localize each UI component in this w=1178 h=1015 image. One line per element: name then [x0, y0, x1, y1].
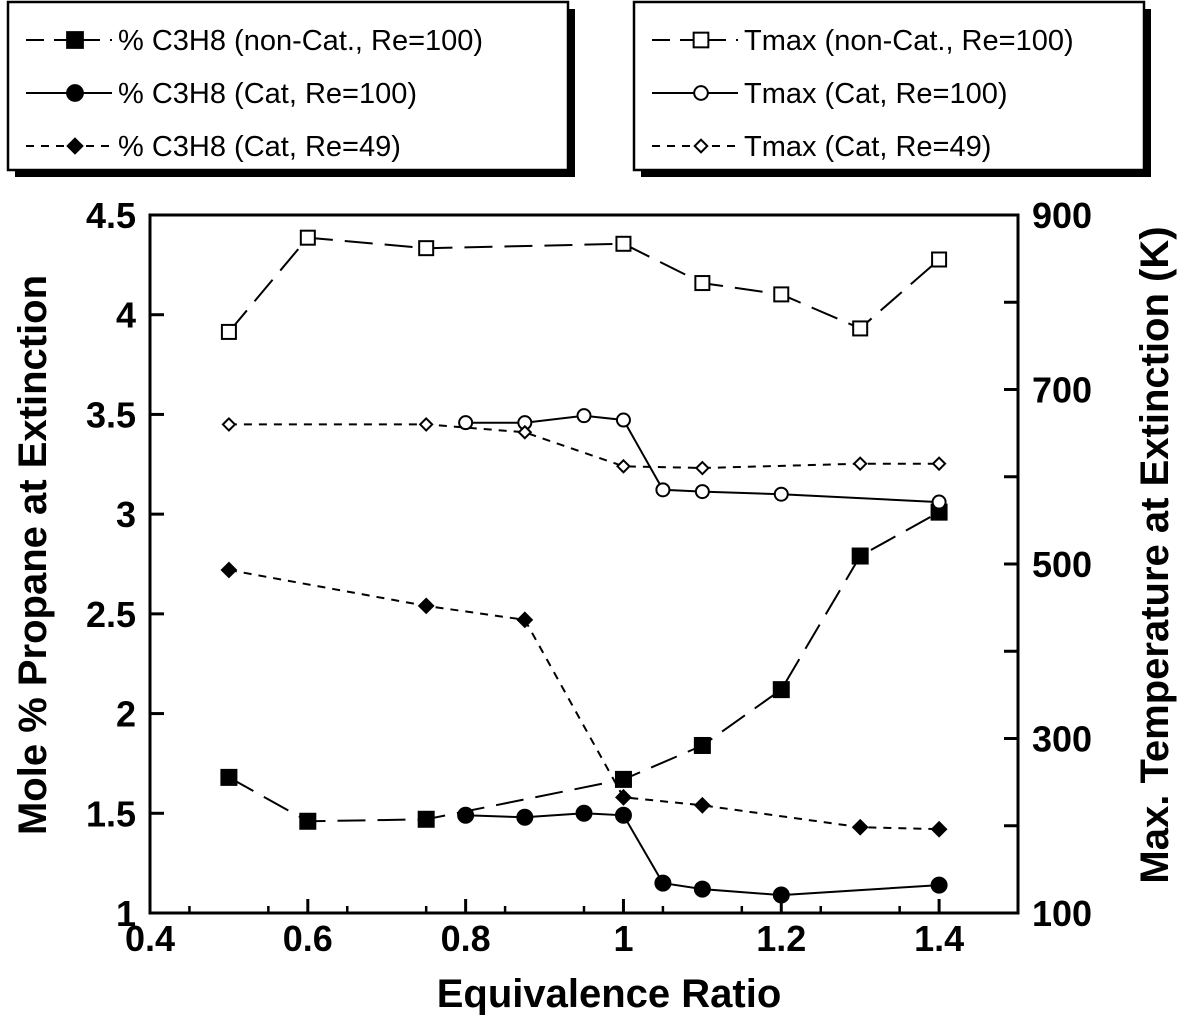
data-point [614, 770, 632, 788]
y-axis-left-title: Mole % Propane at Extinction [11, 275, 55, 835]
x-tick-label: 0.6 [283, 918, 333, 959]
data-point [417, 597, 435, 615]
data-point [693, 736, 711, 754]
data-point [851, 547, 869, 565]
series-line [228, 511, 940, 823]
legend-box [6, 0, 570, 172]
data-point [418, 240, 435, 257]
legend-label: % C3H8 (non-Cat., Re=100) [118, 25, 483, 57]
legend-marker [66, 137, 84, 155]
data-point [615, 235, 632, 252]
legend-label: Tmax (Cat, Re=49) [744, 131, 991, 163]
y-left-tick-label: 4.5 [86, 195, 136, 236]
axis-labels: Equivalence Ratio Mole % Propane at Exti… [11, 226, 1177, 1015]
data-point [457, 806, 475, 824]
data-point [616, 458, 631, 474]
series-1 [220, 503, 948, 830]
data-point [930, 876, 948, 894]
legend-label: % C3H8 (Cat, Re=100) [118, 78, 417, 110]
legend-label: Tmax (Cat, Re=100) [744, 78, 1008, 110]
data-point [614, 806, 632, 824]
data-point [852, 320, 869, 337]
data-point [693, 880, 711, 898]
y-axis-right-title: Max. Temperature at Extinction (K) [1133, 226, 1177, 883]
y-left-tick-label: 3 [116, 494, 136, 535]
data-point [220, 768, 238, 786]
data-point [931, 456, 947, 472]
data-point [220, 561, 238, 579]
x-tick-label: 0.8 [441, 918, 491, 959]
x-tick-label: 1 [613, 918, 633, 959]
legend-marker [693, 138, 709, 154]
series-line [465, 414, 940, 504]
series-line [465, 812, 940, 897]
series-layer [220, 229, 948, 904]
data-point [299, 229, 316, 246]
y-right-tick-label: 700 [1032, 370, 1092, 411]
series-3 [220, 561, 948, 838]
legend-marker [692, 31, 710, 49]
y-left-tick-label: 1 [116, 893, 136, 934]
data-point [772, 886, 790, 904]
series-6 [221, 416, 947, 476]
legend-right: Tmax (non-Cat., Re=100) Tmax (Cat, Re=100… [632, 0, 1151, 177]
series-5 [458, 408, 947, 510]
legend-label: Tmax (non-Cat., Re=100) [744, 25, 1074, 57]
series-2 [457, 804, 948, 904]
data-point [220, 323, 237, 340]
y-right-tick-label: 100 [1032, 893, 1092, 934]
y-right-tick-label: 300 [1032, 719, 1092, 760]
legend-box [632, 0, 1146, 172]
legend-marker [66, 31, 84, 49]
data-point [615, 412, 631, 428]
data-point [930, 820, 948, 838]
data-point [852, 456, 868, 472]
data-point [851, 818, 869, 836]
y-left-tick-label: 4 [116, 295, 136, 336]
legend-left: % C3H8 (non-Cat., Re=100) % C3H8 (Cat, Re… [6, 0, 575, 177]
data-point [417, 810, 435, 828]
data-point [516, 808, 534, 826]
data-point [299, 812, 317, 830]
legend-marker [66, 84, 84, 102]
data-point [576, 408, 592, 424]
y-left-tick-label: 3.5 [86, 394, 136, 435]
data-point [615, 788, 632, 806]
data-point [418, 416, 434, 432]
series-4 [220, 229, 948, 340]
data-point [694, 275, 711, 292]
x-tick-label: 1.2 [756, 918, 806, 959]
data-point [654, 874, 672, 892]
data-point [772, 681, 790, 699]
series-line [228, 569, 940, 831]
x-tick-label: 1.4 [914, 918, 964, 959]
data-point [221, 416, 237, 432]
data-point [773, 486, 789, 502]
legend-marker [693, 85, 709, 101]
y-left-tick-label: 1.5 [86, 793, 136, 834]
plot-area: 0.4 0.6 0.8 1 1.2 1.4 1 1.5 2 2.5 3 3.5 4 4.5 100 300 50… [86, 195, 1092, 959]
series-line [228, 423, 940, 470]
y-left-tick-label: 2 [116, 694, 136, 735]
data-point [655, 482, 671, 498]
series-line [228, 236, 940, 333]
data-point [575, 804, 593, 822]
y-right-tick-label: 900 [1032, 195, 1092, 236]
data-point [773, 286, 790, 303]
data-point [516, 611, 534, 629]
data-point [931, 494, 947, 510]
x-axis-title: Equivalence Ratio [437, 972, 782, 1015]
data-point [931, 251, 948, 268]
y-right-tick-label: 500 [1032, 544, 1092, 585]
x-tick-label: 0.4 [125, 918, 175, 959]
data-point [458, 415, 474, 431]
y-left-tick-label: 2.5 [86, 594, 136, 635]
data-point [517, 424, 533, 440]
data-point [694, 460, 710, 476]
data-point [694, 484, 710, 500]
data-point [693, 796, 711, 814]
legend-label: % C3H8 (Cat, Re=49) [118, 131, 401, 163]
